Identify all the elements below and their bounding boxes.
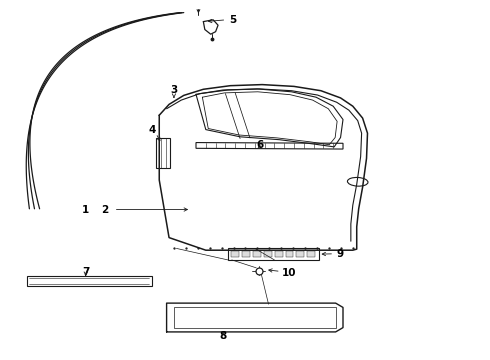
Text: 7: 7 xyxy=(82,267,90,277)
Bar xyxy=(27,276,152,286)
Text: 3: 3 xyxy=(171,85,177,95)
Bar xyxy=(242,251,250,257)
Text: 5: 5 xyxy=(229,15,236,25)
Text: 6: 6 xyxy=(256,140,263,150)
Text: 4: 4 xyxy=(148,125,156,135)
Polygon shape xyxy=(196,143,343,149)
Bar xyxy=(253,251,261,257)
Bar xyxy=(275,251,283,257)
Bar xyxy=(286,251,294,257)
Bar xyxy=(228,248,318,260)
Bar xyxy=(156,138,170,168)
Bar xyxy=(264,251,271,257)
Text: 10: 10 xyxy=(282,268,296,278)
Bar xyxy=(307,251,315,257)
Text: 9: 9 xyxy=(337,249,344,259)
Text: 8: 8 xyxy=(220,330,226,341)
Bar xyxy=(174,307,336,328)
Bar xyxy=(231,251,239,257)
Text: 2: 2 xyxy=(101,204,108,215)
Bar xyxy=(296,251,304,257)
Text: 1: 1 xyxy=(82,204,89,215)
Ellipse shape xyxy=(347,177,368,186)
